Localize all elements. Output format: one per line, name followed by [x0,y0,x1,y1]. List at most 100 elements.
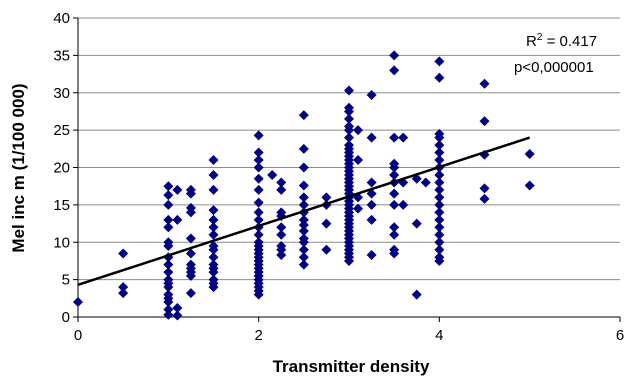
data-point [411,289,422,300]
data-point [344,125,354,136]
y-tick-label: 20 [53,160,70,177]
y-tick-label: 30 [53,85,70,102]
data-point [479,116,490,127]
data-point [366,199,377,210]
data-point [163,181,174,192]
data-point [276,177,287,188]
y-tick-label: 15 [53,197,70,214]
data-point [479,78,490,89]
data-point [434,140,445,151]
data-point [118,288,129,299]
data-point [298,237,309,248]
data-point [208,184,219,195]
data-point [366,132,377,143]
data-point [276,249,287,260]
data-point [208,222,219,233]
x-tick-label: 0 [74,327,82,344]
data-point [434,56,445,67]
data-point [163,240,174,251]
data-point [298,110,309,121]
data-point [411,218,422,229]
data-point [208,229,219,240]
data-point [389,222,400,233]
data-point [434,229,445,240]
data-point [253,184,264,195]
data-point [185,288,196,299]
data-point [163,259,174,270]
data-point [434,177,445,188]
data-point [267,169,278,180]
data-point [434,72,445,83]
data-point [163,304,174,315]
data-point [253,147,264,158]
data-point [163,252,174,263]
x-tick-label: 2 [254,327,262,344]
data-point [276,222,287,233]
data-point [298,220,309,231]
data-point [389,229,400,240]
data-point [479,183,490,194]
data-point [253,229,264,240]
data-point [253,162,264,173]
data-point [208,169,219,180]
data-point [353,155,364,166]
y-tick-label: 10 [53,234,70,251]
data-point [253,155,264,166]
data-point [298,252,309,263]
data-point [344,255,354,266]
data-point [163,282,174,293]
data-point [298,226,309,237]
data-point [434,169,445,180]
data-point [163,309,174,320]
data-point [434,244,445,255]
data-point [253,173,264,184]
data-point [172,303,183,314]
data-point [208,244,219,255]
data-point [208,267,219,278]
data-point [479,193,490,204]
data-point [344,106,354,117]
data-point [434,255,445,266]
data-point [321,244,332,255]
data-point [276,244,287,255]
data-point [163,297,174,308]
data-point [321,218,332,229]
data-point [344,132,354,143]
data-point [434,155,445,166]
data-point [434,192,445,203]
data-point [185,233,196,244]
data-point [185,248,196,259]
data-point [321,192,332,203]
trendline [77,136,531,287]
x-axis-ticks: 0 2 4 6 [74,317,624,344]
data-point [389,162,400,173]
y-axis-label: Mel inc m (1/100 000) [9,83,28,252]
data-point [434,222,445,233]
data-point [298,259,309,270]
data-point [163,199,174,210]
data-point [118,282,129,293]
data-point [434,184,445,195]
data-point [185,188,196,199]
p-value-annotation: p<0,000001 [514,59,594,76]
data-point [163,214,174,225]
data-point [420,177,431,188]
data-point [434,132,445,143]
data-point [185,207,196,218]
y-tick-label: 35 [53,47,70,64]
data-point [434,147,445,158]
data-point [208,155,219,166]
x-axis-label: Transmitter density [273,357,430,376]
data-point [276,184,287,195]
data-point [389,188,400,199]
data-point [73,297,83,308]
data-point [172,184,183,195]
data-point [344,85,354,96]
data-point [434,214,445,225]
y-tick-label: 40 [53,10,70,27]
data-point [353,203,364,214]
data-point [389,248,400,259]
data-point [298,180,309,191]
data-point [298,162,309,173]
